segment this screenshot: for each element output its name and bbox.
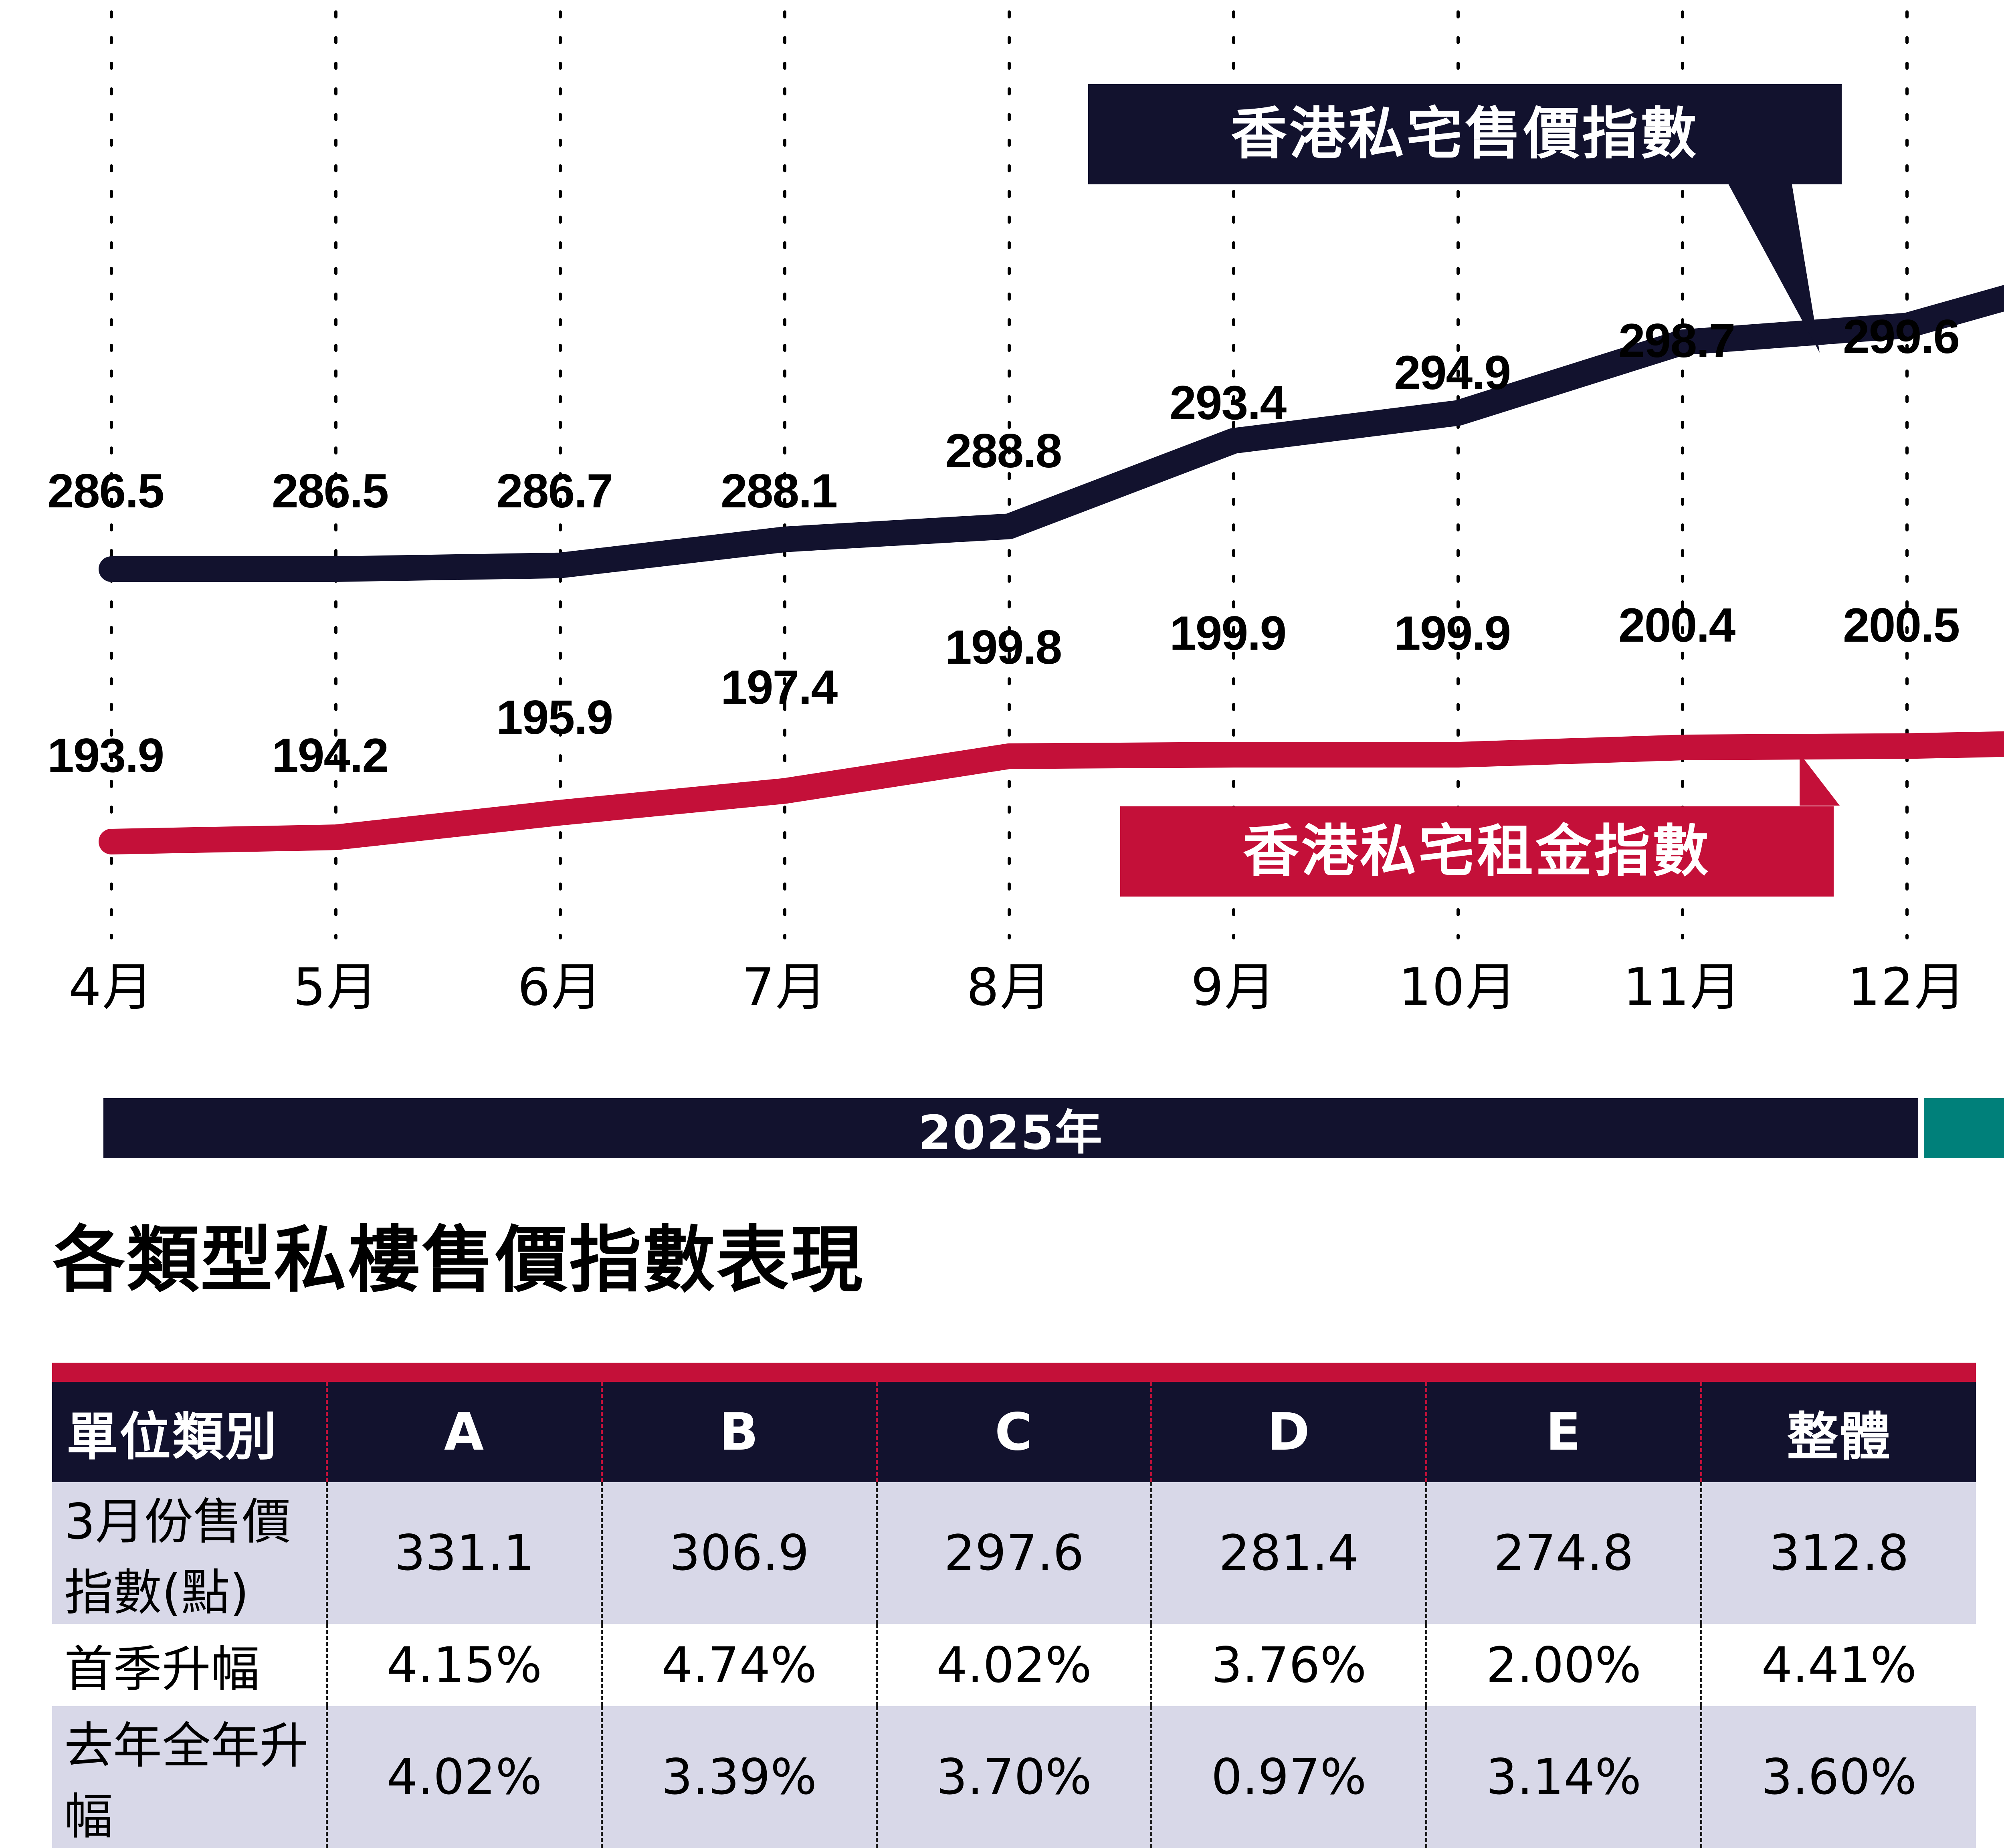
data-label-sale: 294.9 [1394, 346, 1511, 400]
series-line-sale-price-index [99, 285, 2004, 582]
x-axis-label: 9月 [1191, 957, 1277, 1017]
table-head: 單位類別 A B C D E 整體 [52, 1363, 1976, 1482]
table-col-header-category: 單位類別 [52, 1382, 327, 1482]
legend-sale-pointer [1727, 182, 1820, 353]
table-cell: 3.60% [1700, 1706, 1976, 1848]
table-body: 3月份售價指數(點) 331.1 306.9 297.6 281.4 274.8 312.8… [52, 1482, 1976, 1848]
line-chart: 286.5 286.5 286.7 288.1 288.8 293.4 294.9 298.7… [47, 10, 2004, 1158]
table-header-row: 單位類別 A B C D E 整體 [52, 1382, 1976, 1482]
table-cell: 312.8 [1700, 1482, 1976, 1624]
table-col-header: E [1425, 1382, 1701, 1482]
table-top-accent-bar [52, 1363, 1976, 1382]
x-axis-label: 4月 [69, 957, 154, 1017]
x-axis-label: 6月 [517, 957, 603, 1017]
table-row-label: 3月份售價指數(點) [52, 1482, 327, 1624]
data-label-rent: 200.5 [1843, 598, 1960, 652]
table-cell: 3.14% [1425, 1706, 1701, 1848]
year-band-2026: 2026年 [1924, 1098, 2004, 1158]
data-label-sale: 299.6 [1843, 310, 1960, 364]
table-cell: 306.9 [600, 1482, 877, 1624]
legend-sale-label: 香港私宅售價指數 [1230, 101, 1699, 167]
table-cell: 4.74% [600, 1624, 877, 1706]
data-label-sale: 286.7 [496, 464, 613, 518]
table-cell: 2.00% [1425, 1624, 1701, 1706]
data-label-rent: 199.8 [945, 620, 1062, 674]
table-cell: 297.6 [875, 1482, 1151, 1624]
x-axis-label: 8月 [966, 957, 1052, 1017]
table-cell: 281.4 [1150, 1482, 1426, 1624]
table-row-label: 首季升幅 [52, 1624, 327, 1706]
table-cell: 331.1 [326, 1482, 602, 1624]
x-axis-label: 11月 [1623, 957, 1742, 1017]
x-axis-label: 10月 [1398, 957, 1518, 1017]
series-group [99, 285, 2004, 854]
series-line-rent-index [99, 731, 2004, 854]
table-top-accent-cell [52, 1363, 1976, 1382]
data-label-sale: 293.4 [1170, 376, 1287, 430]
data-label-rent: 200.4 [1618, 598, 1735, 652]
table-col-header: B [600, 1382, 877, 1482]
table-title: 各類型私樓售價指數表現 [53, 1218, 865, 1302]
data-label-sale: 286.5 [272, 464, 389, 518]
data-label-rent: 193.9 [47, 729, 164, 782]
x-axis-label: 12月 [1847, 957, 1967, 1017]
table-cell: 4.02% [875, 1624, 1151, 1706]
data-label-sale: 286.5 [47, 464, 164, 518]
table-col-header: C [875, 1382, 1151, 1482]
table-cell: 4.02% [326, 1706, 602, 1848]
x-axis-label: 5月 [293, 957, 379, 1017]
data-label-rent: 194.2 [272, 729, 389, 782]
table-cell: 4.41% [1700, 1624, 1976, 1706]
table-cell: 3.76% [1150, 1624, 1426, 1706]
table-row: 去年全年升幅 4.02% 3.39% 3.70% 0.97% 3.14% 3.60% [52, 1706, 1976, 1848]
data-label-sale: 298.7 [1618, 314, 1735, 368]
legend-rent-label: 香港私宅租金指數 [1242, 818, 1711, 884]
table-row: 首季升幅 4.15% 4.74% 4.02% 3.76% 2.00% 4.41% [52, 1624, 1976, 1706]
data-label-rent: 197.4 [721, 660, 838, 714]
table-cell: 3.39% [600, 1706, 877, 1848]
data-label-rent: 195.9 [496, 691, 613, 744]
table-col-header: D [1150, 1382, 1426, 1482]
price-index-table: 單位類別 A B C D E 整體 3月份售價指數(點) 331.1 306.9 297.6 281… [52, 1363, 1976, 1848]
data-label-rent: 199.9 [1394, 606, 1511, 660]
legend-rent-index: 香港私宅租金指數 [1120, 806, 1834, 897]
data-label-rent: 199.9 [1170, 606, 1287, 660]
data-label-sale: 288.1 [721, 464, 838, 518]
legend-sale-price-index: 香港私宅售價指數 [1088, 84, 1842, 184]
table-col-header: A [326, 1382, 602, 1482]
year-band-2025-label: 2025年 [918, 1105, 1103, 1160]
data-label-sale: 288.8 [945, 424, 1062, 478]
callout-leader-lines [1727, 182, 1840, 806]
legend-rent-pointer [1800, 753, 1840, 806]
table-cell: 4.15% [326, 1624, 602, 1706]
table-cell: 0.97% [1150, 1706, 1426, 1848]
table-col-header: 整體 [1700, 1382, 1976, 1482]
table-cell: 274.8 [1425, 1482, 1701, 1624]
x-axis-label: 7月 [742, 957, 828, 1017]
year-band-2025: 2025年 [103, 1098, 1918, 1160]
table-cell: 3.70% [875, 1706, 1151, 1848]
table-row: 3月份售價指數(點) 331.1 306.9 297.6 281.4 274.8 312.8 [52, 1482, 1976, 1624]
table-row-label: 去年全年升幅 [52, 1706, 327, 1848]
